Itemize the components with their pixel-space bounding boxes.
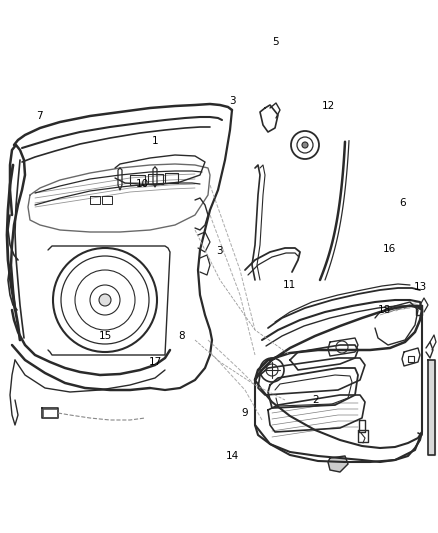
Text: 15: 15: [99, 331, 112, 341]
Text: 14: 14: [226, 451, 239, 461]
Text: 16: 16: [383, 245, 396, 254]
Circle shape: [302, 142, 308, 148]
Text: 10: 10: [136, 179, 149, 189]
Text: 18: 18: [378, 305, 391, 315]
Text: 3: 3: [229, 96, 236, 106]
Text: 11: 11: [283, 280, 296, 290]
Text: 7: 7: [36, 111, 43, 121]
Text: 13: 13: [414, 282, 427, 292]
Text: 2: 2: [312, 395, 319, 405]
Polygon shape: [428, 360, 435, 455]
Text: 17: 17: [149, 358, 162, 367]
Text: 5: 5: [272, 37, 279, 46]
Text: 12: 12: [322, 101, 335, 110]
Text: 8: 8: [178, 331, 185, 341]
Polygon shape: [328, 456, 348, 472]
Text: 6: 6: [399, 198, 406, 207]
Text: 3: 3: [215, 246, 223, 255]
Circle shape: [99, 294, 111, 306]
Text: 9: 9: [241, 408, 248, 418]
Text: 1: 1: [152, 136, 159, 146]
